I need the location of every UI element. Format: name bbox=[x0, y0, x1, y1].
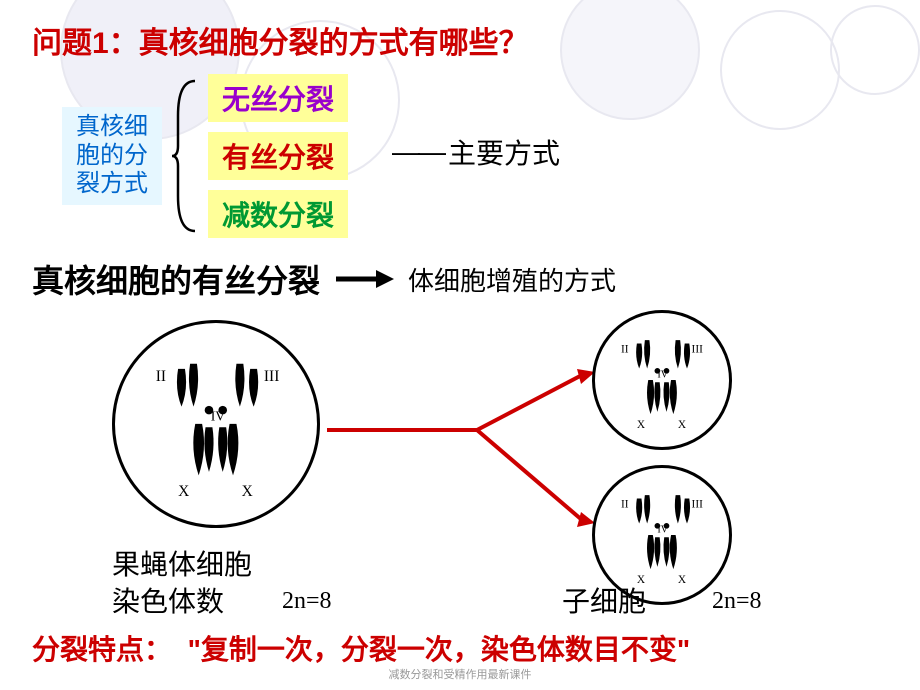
daughter-cell-top: II III IV X X bbox=[592, 310, 732, 450]
type-amitosis: 无丝分裂 bbox=[208, 74, 348, 122]
svg-text:X: X bbox=[678, 419, 687, 431]
division-types-section: 真核细 胞的分 裂方式 无丝分裂 有丝分裂 减数分裂 —— 主要方式 bbox=[62, 74, 888, 238]
svg-text:III: III bbox=[692, 499, 704, 511]
mitosis-title-row: 真核细胞的有丝分裂 体细胞增殖的方式 bbox=[32, 256, 888, 302]
daughter-chromosomes-top: II III IV X X bbox=[605, 323, 719, 437]
type-meiosis: 减数分裂 bbox=[208, 190, 348, 238]
svg-text:II: II bbox=[156, 368, 166, 385]
parent-2n-label: 2n=8 bbox=[282, 588, 332, 615]
bracket bbox=[170, 76, 200, 236]
child-cell-label: 子细胞 bbox=[562, 580, 646, 620]
parent-cell: II III IV X X bbox=[112, 320, 320, 528]
child-2n-label: 2n=8 bbox=[712, 588, 762, 615]
left-label-line2: 胞的分 bbox=[76, 142, 148, 169]
arrow-right-icon bbox=[334, 264, 394, 294]
main-way-text: 主要方式 bbox=[448, 132, 560, 172]
svg-text:X: X bbox=[678, 574, 687, 586]
cell-diagram: II III IV X X bbox=[32, 310, 888, 610]
main-way-label: —— 主要方式 bbox=[392, 132, 560, 172]
type-mitosis: 有丝分裂 bbox=[208, 132, 348, 180]
left-category-label: 真核细 胞的分 裂方式 bbox=[62, 107, 162, 205]
svg-text:II: II bbox=[621, 499, 629, 511]
parent-chromosomes: II III IV X X bbox=[130, 338, 302, 510]
question-title: 问题1：真核细胞分裂的方式有哪些？ bbox=[32, 18, 888, 62]
daughter-chromosomes-bottom: II III IV X X bbox=[605, 478, 719, 592]
mitosis-title: 真核细胞的有丝分裂 bbox=[32, 256, 320, 302]
parent-cell-label: 果蝇体细胞 染色体数 bbox=[112, 547, 252, 620]
dash-connector: —— bbox=[392, 136, 444, 168]
division-characteristic: 分裂特点： "复制一次，分裂一次，染色体数目不变" bbox=[32, 628, 888, 668]
division-types-list: 无丝分裂 有丝分裂 减数分裂 bbox=[208, 74, 348, 238]
svg-text:X: X bbox=[178, 483, 189, 500]
somatic-subtitle: 体细胞增殖的方式 bbox=[408, 261, 616, 298]
svg-text:III: III bbox=[692, 344, 704, 356]
svg-text:X: X bbox=[637, 419, 646, 431]
split-arrows bbox=[327, 360, 597, 560]
left-label-line3: 裂方式 bbox=[76, 170, 148, 197]
svg-text:X: X bbox=[242, 483, 253, 500]
svg-text:II: II bbox=[621, 344, 629, 356]
left-label-line1: 真核细 bbox=[76, 113, 148, 140]
svg-text:III: III bbox=[264, 368, 279, 385]
